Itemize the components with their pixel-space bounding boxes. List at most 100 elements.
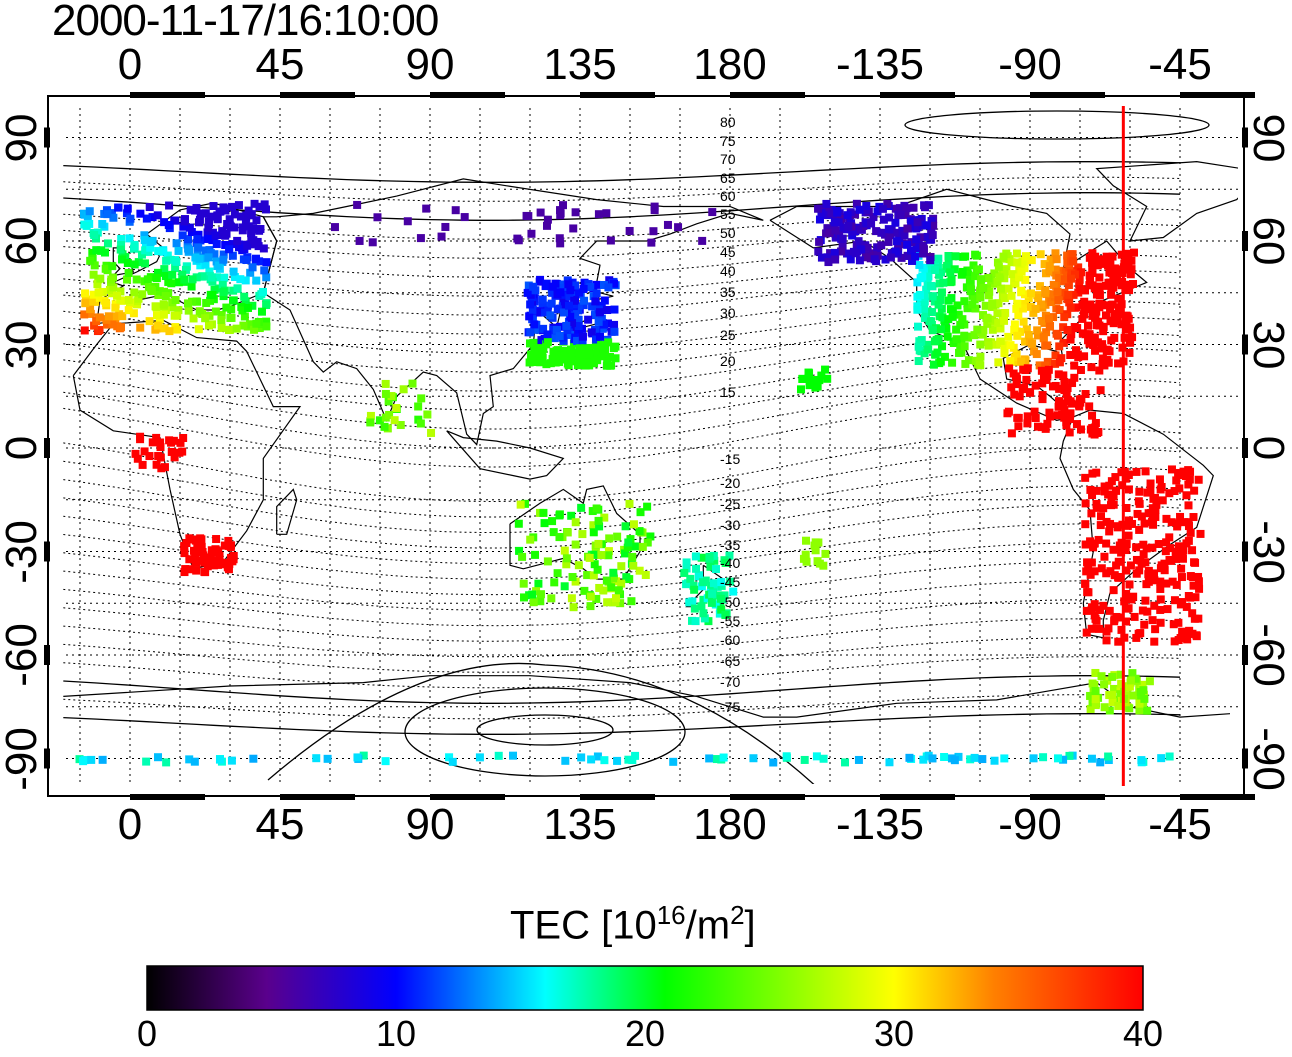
tec-cell	[190, 757, 199, 766]
tec-cell	[937, 288, 946, 297]
xbot-label: 0	[117, 800, 143, 849]
tec-cell	[948, 358, 957, 367]
tec-cell	[680, 568, 689, 577]
tec-cell	[221, 240, 230, 249]
tec-cell	[81, 299, 90, 308]
tec-cell	[122, 209, 131, 218]
tec-cell	[1086, 274, 1095, 283]
tec-cell	[938, 342, 947, 351]
tec-cell	[963, 304, 972, 313]
tec-cell	[629, 561, 638, 570]
tec-cell	[1068, 379, 1077, 388]
tec-cell	[93, 280, 102, 289]
tec-cell	[1109, 586, 1118, 595]
tec-cell	[1054, 370, 1063, 379]
tec-cell	[1007, 429, 1016, 438]
tec-cell	[262, 258, 271, 267]
tec-cell	[1087, 509, 1096, 518]
tec-cell	[1059, 755, 1068, 764]
tec-cell	[965, 275, 974, 284]
tec-cell	[930, 337, 939, 346]
tec-cell	[594, 539, 603, 548]
tec-cell	[1066, 303, 1075, 312]
tec-cell	[193, 297, 202, 306]
tec-cell	[967, 285, 976, 294]
tec-cell	[1070, 270, 1079, 279]
tec-cell	[920, 297, 929, 306]
tec-cell	[116, 296, 125, 305]
tec-cell	[538, 353, 547, 362]
tec-cell	[593, 752, 602, 761]
tec-cell	[422, 204, 431, 213]
tec-cell	[204, 223, 213, 232]
tec-cell	[238, 306, 247, 315]
tec-cell	[575, 288, 584, 297]
tec-cell	[390, 416, 399, 425]
tec-cell	[188, 275, 197, 284]
tec-cell	[1125, 704, 1134, 713]
tec-cell	[1132, 543, 1141, 552]
tec-cell	[192, 273, 201, 282]
tec-cell	[475, 753, 484, 762]
tec-cell	[1087, 754, 1096, 763]
tec-cell	[823, 224, 832, 233]
tec-cell	[851, 249, 860, 258]
tec-cell	[1133, 509, 1142, 518]
tec-cell	[171, 296, 180, 305]
mlat-label: -55	[720, 613, 740, 629]
tec-cell	[1126, 270, 1135, 279]
tec-cell	[1010, 325, 1019, 334]
tec-cell	[929, 360, 938, 369]
tec-cell	[204, 253, 213, 262]
tec-cell	[399, 385, 408, 394]
tec-cell	[1081, 286, 1090, 295]
tec-cell	[229, 267, 238, 276]
tec-cell	[1000, 344, 1009, 353]
tec-cell	[1116, 573, 1125, 582]
tec-cell	[218, 227, 227, 236]
tec-cell	[109, 283, 118, 292]
tec-cell	[983, 319, 992, 328]
tec-cell	[961, 252, 970, 261]
tec-cell	[539, 508, 548, 517]
tec-cell	[117, 234, 126, 243]
xtop-label: 90	[405, 40, 455, 89]
tec-cell	[621, 522, 630, 531]
tec-cell	[125, 234, 134, 243]
tec-cell	[1081, 499, 1090, 508]
tec-cell	[682, 564, 691, 573]
tec-cell	[526, 328, 535, 337]
tec-cell	[926, 281, 935, 290]
tec-cell	[1110, 684, 1119, 693]
tec-cell	[535, 277, 544, 286]
tec-cell	[355, 236, 364, 245]
tec-cell	[209, 202, 218, 211]
mlat-contour	[63, 161, 1181, 183]
tec-cell	[262, 322, 271, 331]
tec-cell	[249, 754, 258, 763]
tec-cell	[682, 558, 691, 567]
tec-cell	[930, 265, 939, 274]
tec-cell	[643, 502, 652, 511]
tec-cell	[123, 204, 132, 213]
tec-cell	[578, 332, 587, 341]
tec-cell	[709, 579, 718, 588]
tec-cell	[926, 256, 935, 265]
tec-cell	[571, 540, 580, 549]
tec-cell	[984, 291, 993, 300]
tec-cell	[1075, 275, 1084, 284]
tec-cell	[1035, 282, 1044, 291]
tec-cell	[1138, 680, 1147, 689]
tec-cell	[555, 533, 564, 542]
tec-cell	[589, 521, 598, 530]
tec-cell	[944, 251, 953, 260]
tec-cell	[236, 212, 245, 221]
tec-cell	[1044, 365, 1053, 374]
tec-cell	[938, 313, 947, 322]
tec-cell	[585, 553, 594, 562]
tec-cell	[826, 249, 835, 258]
tec-cell	[1150, 576, 1159, 585]
tec-cell	[1177, 573, 1186, 582]
tec-cell	[1008, 270, 1017, 279]
yleft-label: 0	[0, 435, 46, 461]
